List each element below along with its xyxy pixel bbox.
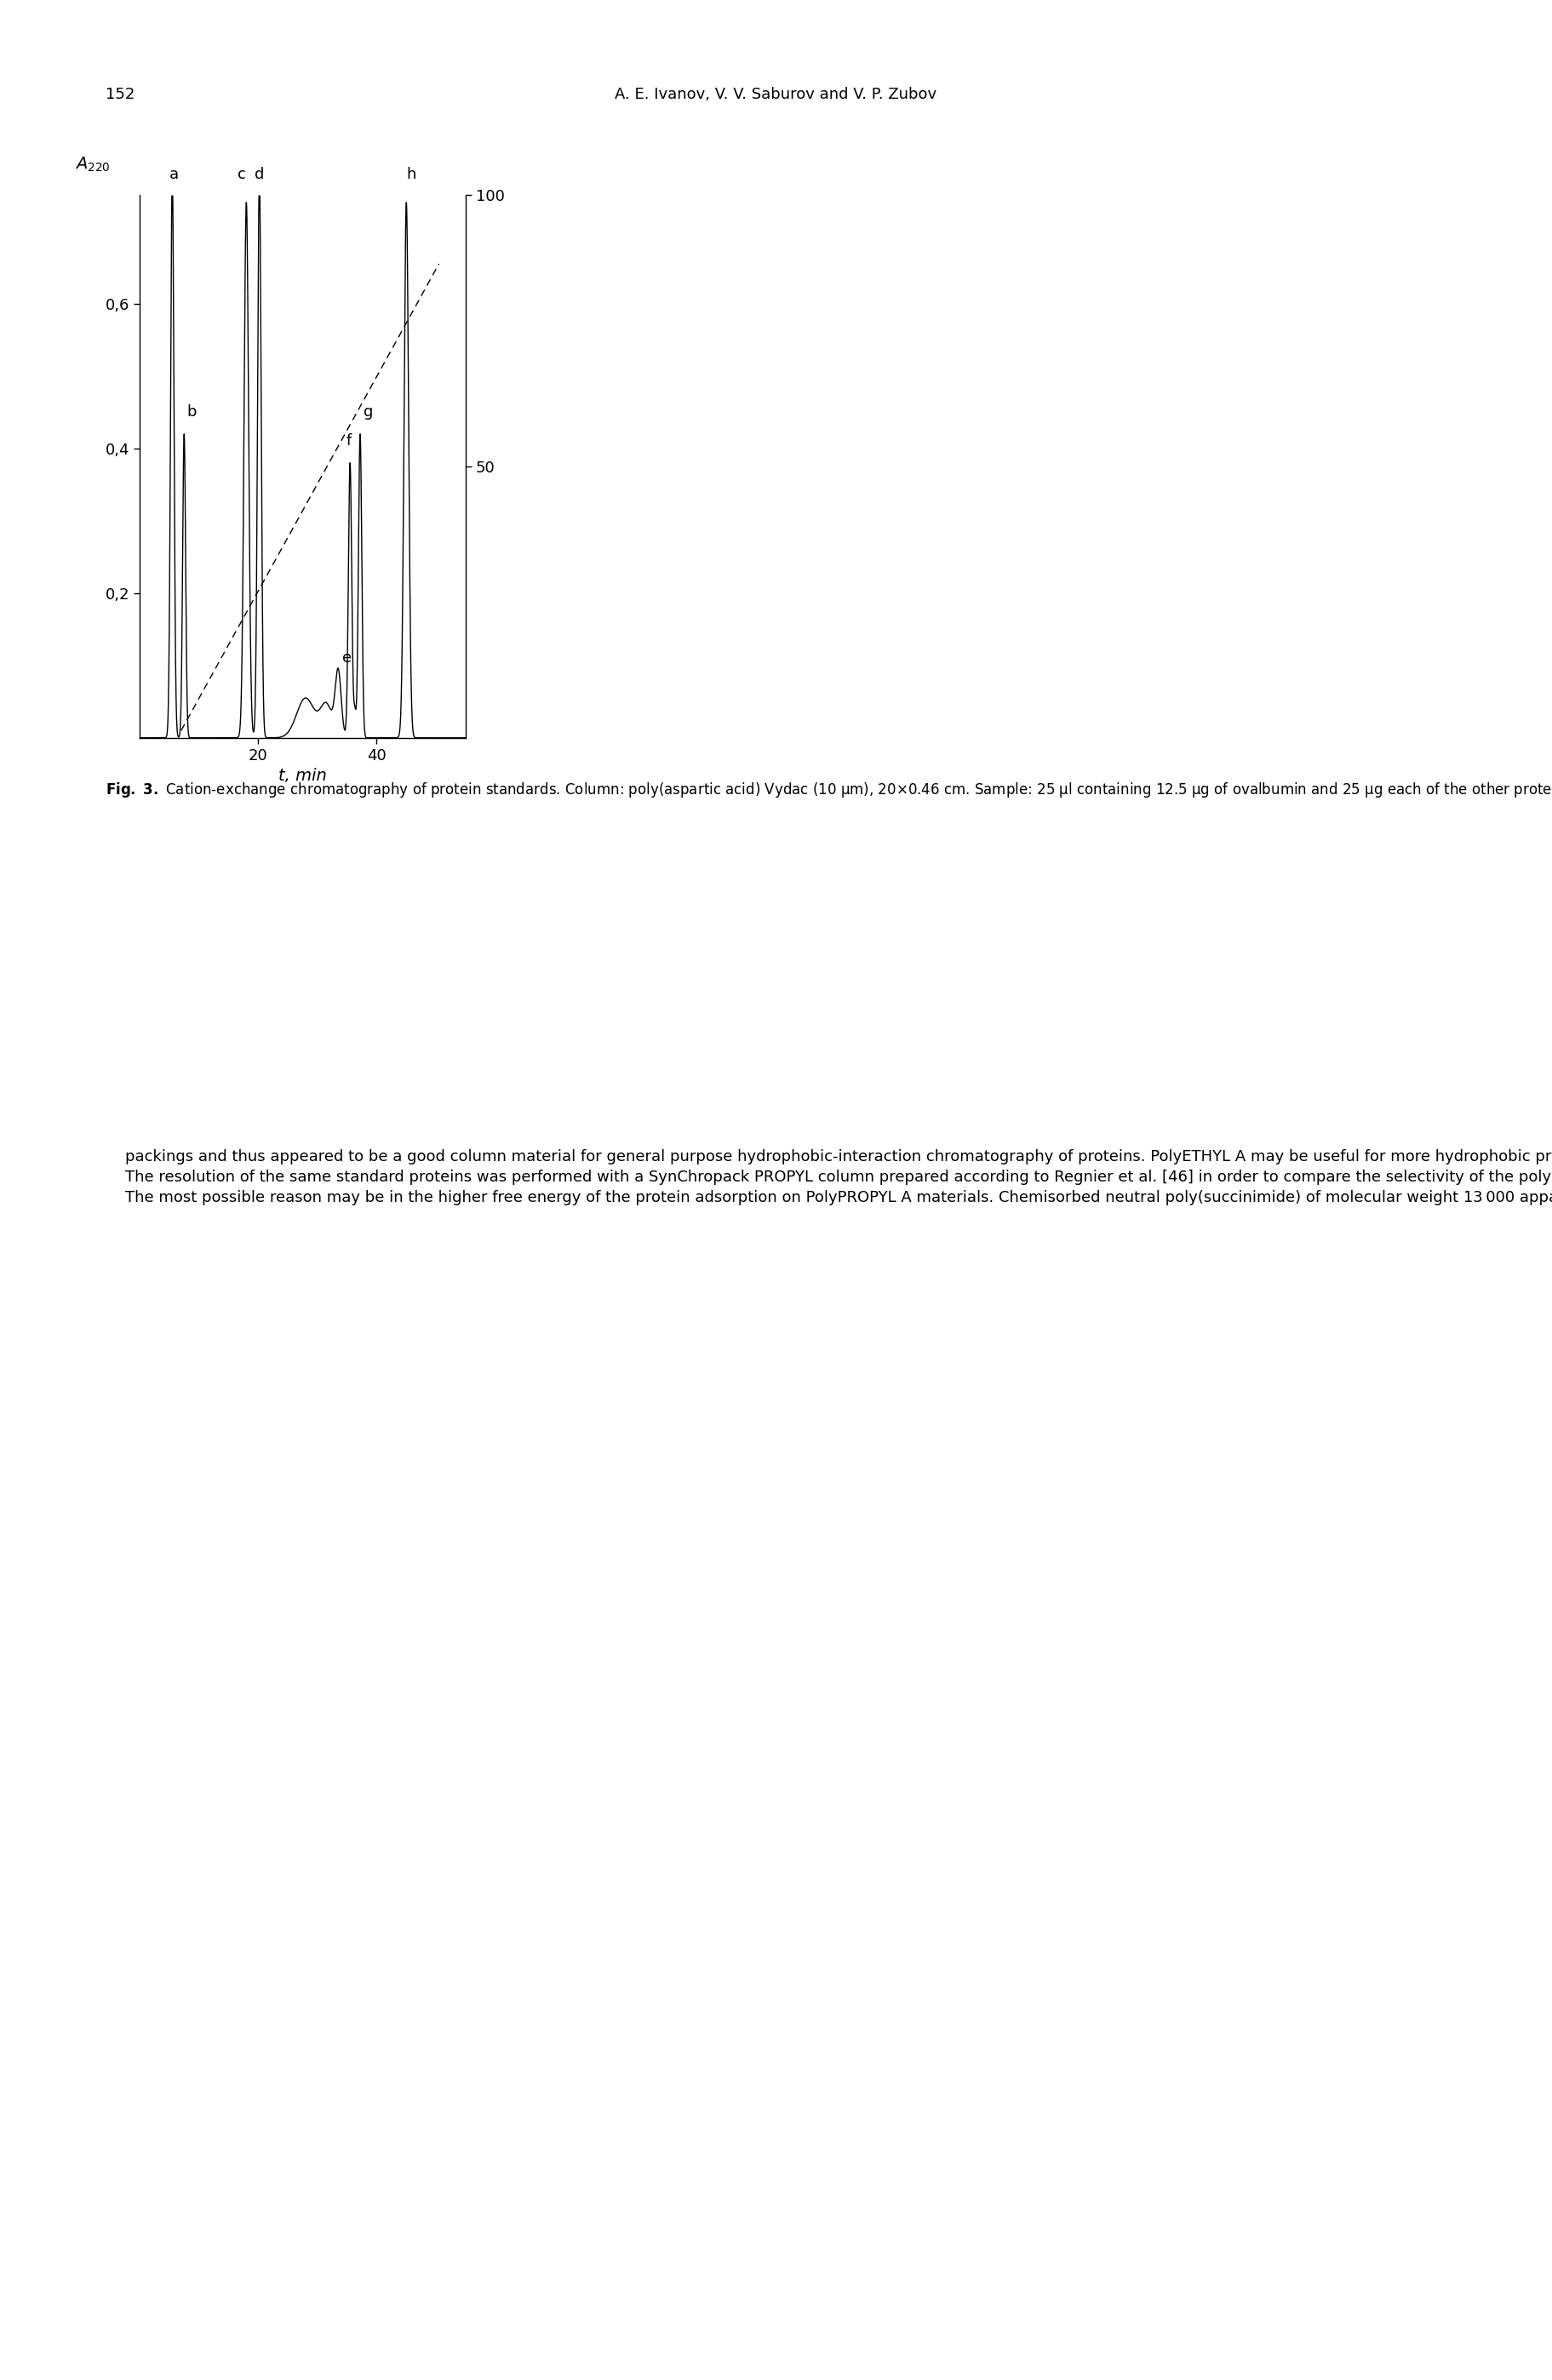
Text: packings and thus appeared to be a good column material for general purpose hydr: packings and thus appeared to be a good … (106, 1150, 1552, 1207)
X-axis label: t, min: t, min (278, 769, 327, 783)
Text: 152: 152 (106, 88, 135, 102)
Text: h: h (407, 167, 416, 183)
Text: f: f (346, 433, 351, 447)
Text: d: d (255, 167, 264, 183)
Text: A. E. Ivanov, V. V. Saburov and V. P. Zubov: A. E. Ivanov, V. V. Saburov and V. P. Zu… (615, 88, 937, 102)
Text: b: b (188, 405, 197, 419)
Text: $A_{220}$: $A_{220}$ (74, 155, 110, 174)
Text: c: c (237, 167, 245, 183)
Text: g: g (363, 405, 374, 419)
Text: e: e (343, 650, 352, 666)
Text: a: a (169, 167, 178, 183)
Text: $\mathbf{Fig.\ 3.}$ Cation-exchange chromatography of protein standards. Column:: $\mathbf{Fig.\ 3.}$ Cation-exchange chro… (106, 781, 1552, 800)
